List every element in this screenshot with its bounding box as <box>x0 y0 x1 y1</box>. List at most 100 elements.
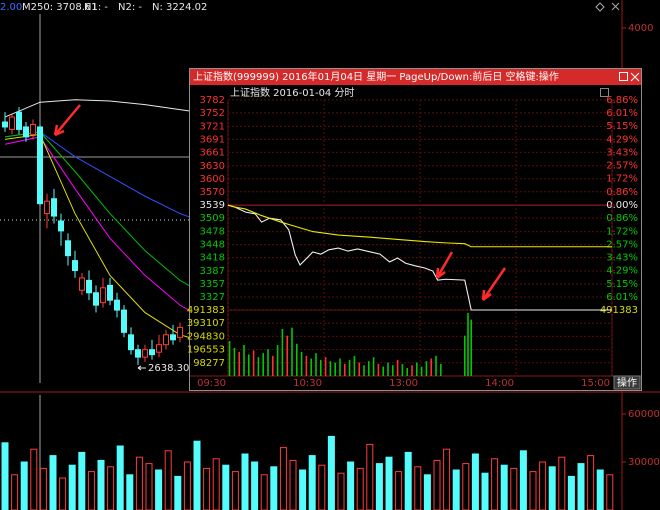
x-tick-label: 10:30 <box>293 378 322 389</box>
annotation-arrow <box>481 267 507 301</box>
volume-tick-label: 196553 <box>187 345 225 356</box>
volume-tick-label: 60000 <box>628 409 660 420</box>
volume-bar <box>49 455 57 510</box>
candle-body <box>142 349 148 358</box>
y2-tick-label: 4.29% <box>606 266 638 277</box>
candle-body <box>37 126 43 205</box>
volume-bar <box>433 459 441 510</box>
y-tick-label: 3721 <box>200 121 225 132</box>
y-tick-label: 3327 <box>200 292 225 303</box>
chart-subtitle: 上证指数 2016-01-04 分时 <box>230 86 354 99</box>
volume-bar <box>279 447 287 510</box>
volume-bar <box>347 461 355 510</box>
y2-tick-label: 5.15% <box>606 279 638 290</box>
candle-body <box>177 326 183 338</box>
y-tick-label: 3357 <box>200 279 225 290</box>
volume-bar <box>87 471 95 510</box>
candle-body <box>30 123 36 135</box>
annotation-arrow <box>435 251 454 279</box>
indicator-prefix: 2.00 <box>0 2 22 13</box>
x-tick-label: 15:00 <box>581 378 610 389</box>
y2-tick-label: 1.72% <box>606 174 638 185</box>
candle-body <box>2 121 8 128</box>
indicator: N: 3224.02 <box>152 2 207 13</box>
candle-body <box>23 126 29 138</box>
volume-bar <box>558 456 566 510</box>
volume-bar <box>107 466 115 510</box>
y2-tick-label: 6.01% <box>606 292 638 303</box>
y2-tick-label: 3.43% <box>606 253 638 264</box>
y2-tick-label: 3.43% <box>606 148 638 159</box>
y2-tick-label: 6.01% <box>606 108 638 119</box>
candle-body <box>170 334 176 341</box>
volume-bar <box>241 453 249 510</box>
candle-body <box>9 116 15 130</box>
volume-bar <box>193 440 201 510</box>
volume-bar <box>529 471 537 510</box>
y-tick-label: 3630 <box>200 161 225 172</box>
volume-bar <box>404 451 412 510</box>
candle-body <box>114 299 120 311</box>
option-icon[interactable] <box>600 88 609 97</box>
intraday-window: 上证指数(999999) 2016年01月04日 星期一 PageUp/Down… <box>187 68 642 391</box>
volume-bar <box>395 471 403 510</box>
y-tick-label: 3539 <box>200 200 225 211</box>
volume-bar <box>126 474 134 510</box>
candle-body <box>135 349 141 358</box>
volume-bar <box>481 472 489 510</box>
volume-bar <box>212 458 220 510</box>
title-bar <box>190 69 641 85</box>
y-tick-label: 3418 <box>200 253 225 264</box>
x-tick-label: 09:30 <box>197 378 226 389</box>
candle-body <box>79 277 85 291</box>
volume-bar <box>462 463 470 510</box>
close-button[interactable] <box>630 72 640 82</box>
volume-bar <box>548 466 556 510</box>
annotation-arrow <box>53 104 81 137</box>
candle-body <box>16 111 22 130</box>
action-button[interactable] <box>613 375 641 390</box>
indicator: M250: 3708.61 <box>22 2 98 13</box>
maximize-button[interactable] <box>619 72 628 81</box>
candle-body <box>58 220 64 232</box>
window-frame <box>189 68 642 391</box>
y-tick-label: 3478 <box>200 227 225 238</box>
y-tick-label: 3509 <box>200 213 225 224</box>
volume-bar <box>203 467 211 510</box>
action-button-label[interactable]: 操作 <box>617 376 637 389</box>
y2-tick-label: 0.00% <box>606 200 638 211</box>
volume-bar <box>299 469 307 510</box>
y2-tick-label: 1.72% <box>606 226 638 237</box>
volume-bar <box>539 461 547 510</box>
candle-body <box>107 284 113 301</box>
volume-bar <box>183 461 191 510</box>
y-tick-label: 3570 <box>200 187 225 198</box>
volume-tick-label: 491383 <box>187 305 225 316</box>
volume-bar <box>423 474 431 510</box>
volume-bar <box>174 475 182 510</box>
close-icon[interactable] <box>611 2 620 11</box>
y-tick-label: 3782 <box>200 95 225 106</box>
low-marker <box>137 365 146 371</box>
x-tick-label: 14:00 <box>485 378 514 389</box>
volume-bar <box>596 469 604 510</box>
volume-bar <box>222 464 230 510</box>
volume-bar <box>318 464 326 510</box>
indicator: N2: - <box>118 2 142 13</box>
candle-body <box>86 279 92 294</box>
volume-bar <box>577 463 585 510</box>
settings-icon[interactable] <box>595 2 605 12</box>
indicator: N1: - <box>84 2 108 13</box>
volume-bar <box>606 474 614 510</box>
candle-body <box>44 200 50 215</box>
volume-bar <box>567 475 575 510</box>
candle-body <box>93 292 99 306</box>
y-tick-label: 3661 <box>200 147 225 158</box>
volume-bar <box>337 472 345 510</box>
volume-bar <box>39 467 47 510</box>
volume-tick-label: 491383 <box>600 305 638 316</box>
candle-body <box>128 334 134 351</box>
candle-body <box>51 198 57 217</box>
